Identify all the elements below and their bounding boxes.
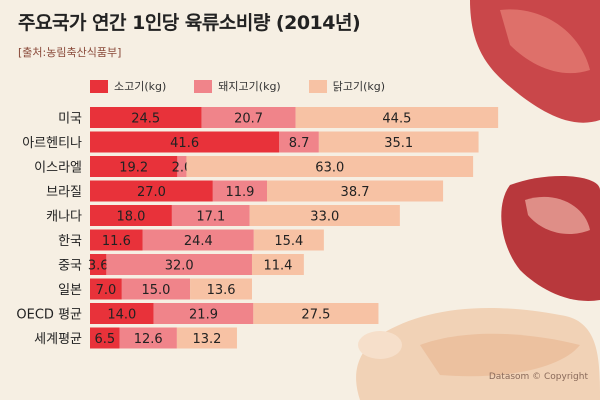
value-label-beef: 24.5 (131, 112, 160, 127)
value-label-chicken: 33.0 (310, 210, 339, 225)
bar-beef (90, 107, 202, 128)
bar-beef (90, 156, 178, 177)
bar-chicken (318, 131, 479, 153)
bar-chicken (253, 303, 379, 324)
bar-beef (90, 254, 107, 275)
bar-chicken (186, 156, 474, 177)
value-label-beef: 6.5 (94, 332, 115, 347)
value-label-pork: 20.7 (234, 112, 263, 127)
value-label-beef: 27.0 (137, 185, 166, 200)
value-label-chicken: 38.7 (341, 185, 370, 200)
value-label-chicken: 11.4 (263, 259, 292, 274)
value-label-pork: 15.0 (141, 283, 170, 298)
copyright-note: Datasom © Copyright (488, 372, 588, 382)
value-label-beef: 14.0 (107, 308, 136, 323)
value-label-pork: 21.9 (189, 308, 218, 323)
category-label: 이스라엘 (34, 161, 82, 176)
value-label-beef: 19.2 (119, 161, 148, 176)
value-label-pork: 12.6 (134, 332, 163, 347)
bar-pork (121, 278, 191, 300)
bar-beef (90, 180, 213, 202)
legend-item-chicken: 닭고기(kg) (308, 78, 386, 94)
bar-chicken (253, 229, 324, 251)
bar-pork (212, 180, 267, 202)
legend-swatch-chicken (308, 79, 327, 93)
value-label-beef: 41.6 (170, 136, 199, 151)
bar-beef (90, 278, 122, 300)
legend-label-pork: 돼지고기(kg) (218, 80, 281, 93)
value-label-pork: 17.1 (196, 210, 225, 225)
bar-beef (90, 303, 154, 324)
category-label: 중국 (58, 259, 82, 274)
bar-beef (90, 327, 120, 349)
bar-pork (279, 131, 319, 153)
value-label-chicken: 27.5 (301, 308, 330, 323)
category-label: 일본 (58, 283, 82, 298)
value-label-chicken: 63.0 (315, 161, 344, 176)
value-label-beef: 7.0 (96, 283, 117, 298)
category-label: 미국 (58, 112, 82, 127)
category-label: 한국 (58, 234, 82, 249)
bar-pork (142, 229, 254, 251)
bar-chicken (295, 107, 499, 128)
bar-pork (119, 327, 177, 349)
bar-pork (201, 107, 296, 128)
legend-swatch-pork (194, 79, 213, 93)
bar-pork (177, 156, 187, 177)
value-label-chicken: 35.1 (384, 136, 413, 151)
chart-title: 주요국가 연간 1인당 육류소비량 (2014년) (18, 12, 361, 34)
bar-beef (90, 131, 280, 153)
category-label: OECD 평균 (16, 308, 82, 323)
source-note: [출처:농림축산식품부] (18, 46, 122, 59)
value-label-chicken: 13.6 (207, 283, 236, 298)
bar-chicken (249, 205, 400, 226)
category-label: 아르헨티나 (22, 136, 82, 151)
value-label-beef: 18.0 (116, 210, 145, 225)
value-label-chicken: 44.5 (382, 112, 411, 127)
bar-chicken (266, 180, 444, 202)
legend-label-beef: 소고기(kg) (114, 80, 167, 93)
bar-chicken (176, 327, 237, 349)
value-label-chicken: 13.2 (192, 332, 221, 347)
category-label: 브라질 (46, 185, 82, 200)
value-label-pork: 11.9 (225, 185, 254, 200)
legend-label-chicken: 닭고기(kg) (332, 80, 386, 93)
value-label-beef: 11.6 (102, 234, 131, 249)
value-label-pork: 8.7 (289, 136, 310, 151)
bar-beef (90, 229, 143, 251)
bar-beef (90, 205, 172, 226)
legend-swatch-beef (90, 79, 108, 93)
category-label: 캐나다 (46, 210, 82, 225)
legend-item-pork: 돼지고기(kg) (194, 78, 281, 94)
bar-pork (171, 205, 250, 226)
legend-item-beef: 소고기(kg) (90, 78, 166, 94)
bar-pork (106, 254, 252, 275)
legend: 소고기(kg) 돼지고기(kg) 닭고기(kg) (90, 78, 385, 94)
bar-chicken (190, 278, 252, 300)
bar-pork (153, 303, 254, 324)
value-label-chicken: 15.4 (274, 234, 303, 249)
value-label-pork: 32.0 (165, 259, 194, 274)
value-label-pork: 24.4 (184, 234, 213, 249)
category-label: 세계평균 (34, 332, 82, 347)
bar-chicken (251, 254, 304, 275)
value-label-beef: 3.6 (88, 259, 109, 274)
